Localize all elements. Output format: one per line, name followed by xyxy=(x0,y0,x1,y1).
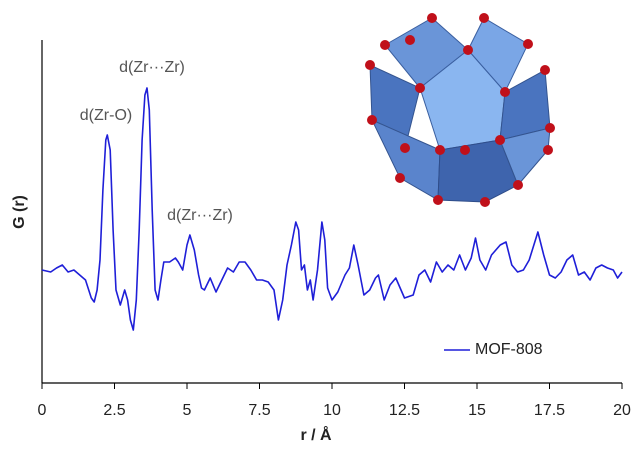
x-tick-label: 0 xyxy=(38,402,47,419)
x-tick-label: 15 xyxy=(468,402,486,419)
x-tick-label: 10 xyxy=(323,402,341,419)
x-tick-label: 12.5 xyxy=(389,402,420,419)
zr-cluster-illustration xyxy=(365,13,555,207)
y-axis-label: G (r) xyxy=(11,195,28,229)
x-tick-label: 7.5 xyxy=(248,402,270,419)
x-tick-label: 5 xyxy=(183,402,192,419)
annotation: d(Zr-O) xyxy=(80,107,132,124)
annotation: d(Zr···Zr) xyxy=(167,207,233,224)
x-axis-label: r / Å xyxy=(300,425,332,444)
annotation: d(Zr···Zr) xyxy=(119,59,185,76)
x-tick-label: 2.5 xyxy=(103,402,125,419)
chart: r / Å G (r) 0 2.5 5 7.5 10 12.5 15 17.5 20 d(Zr-O… xyxy=(0,0,633,446)
x-tick-label: 17.5 xyxy=(534,402,565,419)
x-tick-label: 20 xyxy=(613,402,631,419)
legend-label: MOF-808 xyxy=(475,341,543,358)
